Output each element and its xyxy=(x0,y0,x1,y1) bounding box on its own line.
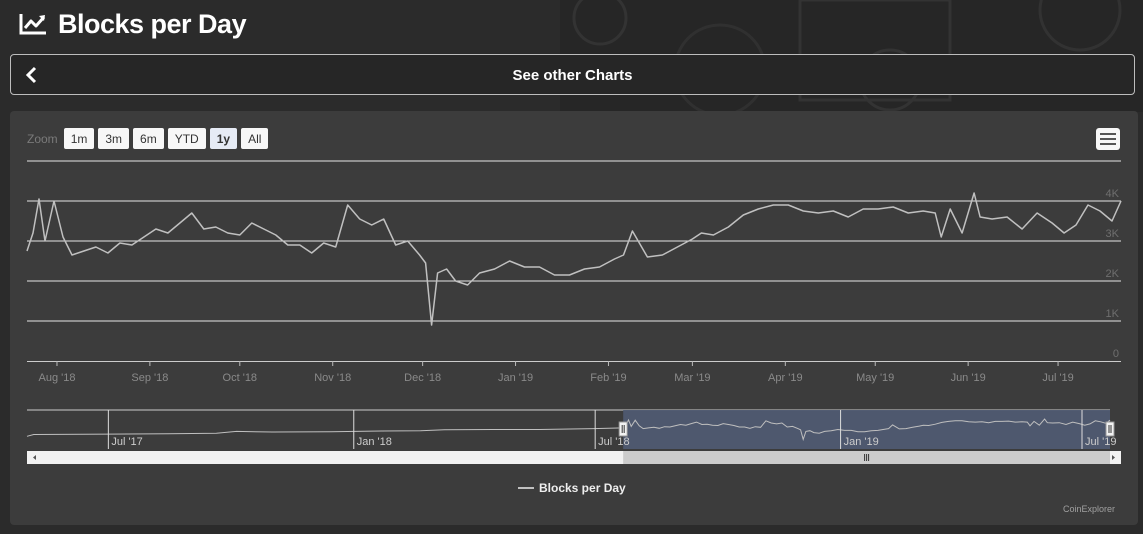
series-line-blocks-per-day xyxy=(26,192,1122,326)
zoom-all-button[interactable]: All xyxy=(241,128,269,149)
hamburger-menu-icon[interactable] xyxy=(1096,128,1120,150)
scrollbar-right-arrow-icon[interactable] xyxy=(1112,455,1115,460)
navigator-left-handle[interactable] xyxy=(618,421,628,437)
y-tick-label: 1K xyxy=(1106,308,1120,320)
x-tick-label: Feb '19 xyxy=(590,372,626,384)
y-tick-label: 0 xyxy=(1113,348,1119,360)
x-tick-label: Sep '18 xyxy=(131,372,168,384)
legend-item-blocks-per-day[interactable]: Blocks per Day xyxy=(539,481,626,495)
see-other-charts-bar[interactable]: See other Charts xyxy=(10,54,1135,95)
zoom-1y-button[interactable]: 1y xyxy=(209,128,238,149)
zoom-label: Zoom xyxy=(27,131,58,146)
zoom-6m-button[interactable]: 6m xyxy=(133,128,164,149)
line-chart-icon xyxy=(19,14,46,35)
legend-line-swatch xyxy=(518,487,534,489)
navigator-selected-range[interactable] xyxy=(623,410,1110,449)
page-header: Blocks per Day xyxy=(18,6,247,42)
zoom-3m-button[interactable]: 3m xyxy=(98,128,130,149)
x-tick-label: May '19 xyxy=(856,372,894,384)
chevron-left-icon[interactable] xyxy=(21,64,43,86)
navigator-tick-label: Jul '19 xyxy=(1085,436,1116,448)
x-tick-label: Nov '18 xyxy=(314,372,351,384)
navigator-tick-label: Jul '18 xyxy=(598,436,629,448)
x-tick-label: Apr '19 xyxy=(768,372,803,384)
legend[interactable]: Blocks per Day xyxy=(518,481,626,495)
x-tick-label: Jun '19 xyxy=(951,372,986,384)
y-tick-label: 4K xyxy=(1106,188,1120,200)
y-tick-label: 3K xyxy=(1106,228,1120,240)
navigator-tick-label: Jul '17 xyxy=(111,436,142,448)
see-other-charts-label[interactable]: See other Charts xyxy=(512,67,633,84)
zoom-controls: Zoom 1m 3m 6m YTD 1y All xyxy=(27,128,272,149)
navigator-series-line xyxy=(26,418,1111,442)
credits[interactable]: CoinExplorer xyxy=(1063,504,1116,514)
x-tick-label: Oct '18 xyxy=(223,372,258,384)
page-title: Blocks per Day xyxy=(58,8,247,39)
chart-svg: 0 1K 2K 3K 4K Aug '18 Sep '18 Oct '18 Nov '18 Dec… xyxy=(26,160,1122,464)
navigator-tick-label: Jan '18 xyxy=(357,436,392,448)
zoom-ytd-button[interactable]: YTD xyxy=(167,128,206,149)
navigator-tick-label: Jan '19 xyxy=(844,436,879,448)
y-tick-label: 2K xyxy=(1106,268,1120,280)
scrollbar-left-arrow-icon[interactable] xyxy=(33,455,36,460)
navigator-right-handle[interactable] xyxy=(1105,421,1115,437)
chart-panel: 0 1K 2K 3K 4K Aug '18 Sep '18 Oct '18 Nov '18 Dec… xyxy=(10,111,1138,525)
zoom-1m-button[interactable]: 1m xyxy=(63,128,95,149)
x-tick-label: Dec '18 xyxy=(404,372,441,384)
x-tick-label: Aug '18 xyxy=(38,372,75,384)
x-tick-label: Jan '19 xyxy=(498,372,533,384)
x-tick-label: Mar '19 xyxy=(674,372,710,384)
x-tick-label: Jul '19 xyxy=(1042,372,1073,384)
